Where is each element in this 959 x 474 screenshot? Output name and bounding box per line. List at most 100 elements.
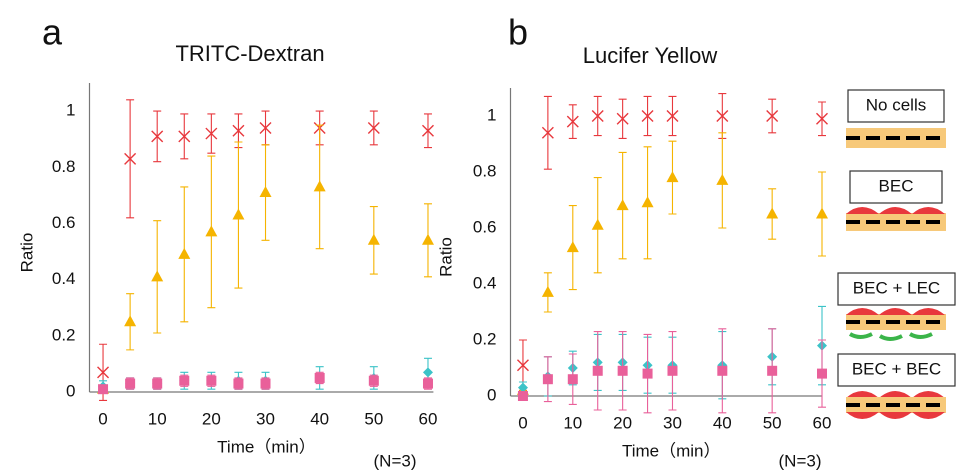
marker — [367, 233, 380, 245]
marker — [98, 384, 109, 395]
marker — [368, 375, 379, 386]
marker — [259, 121, 272, 134]
y-tick-label: 1 — [66, 101, 75, 120]
x-tick-label: 60 — [813, 413, 832, 432]
marker — [367, 121, 380, 134]
marker — [717, 365, 728, 376]
marker — [516, 359, 529, 372]
legend-box — [837, 353, 956, 387]
panel-label: a — [42, 12, 63, 53]
chart: b Lucifer Yellow Ratio Time（min） (N=3) 0 0.2 0.… — [436, 12, 831, 471]
marker — [667, 365, 678, 376]
marker — [260, 378, 271, 389]
marker — [232, 208, 245, 220]
marker — [567, 374, 578, 385]
x-tick-label: 50 — [364, 409, 383, 428]
y-tick-label: 0.6 — [52, 213, 76, 232]
marker — [817, 368, 827, 379]
panel-label: b — [508, 12, 528, 53]
marker — [616, 199, 629, 211]
legend-label: BEC — [879, 176, 914, 195]
marker — [206, 375, 217, 386]
x-tick-label: 20 — [613, 413, 632, 432]
marker — [421, 124, 434, 137]
marker — [766, 207, 779, 219]
x-tick-label: 30 — [256, 409, 275, 428]
marker — [517, 382, 528, 393]
legend-label: BEC + LEC — [853, 278, 940, 297]
marker — [591, 218, 604, 230]
y-tick-label: 0.2 — [473, 329, 497, 348]
y-tick-label: 0.6 — [473, 217, 497, 236]
y-tick-label: 0.2 — [52, 325, 76, 344]
marker — [179, 375, 190, 386]
legend-box — [849, 170, 943, 204]
y-axis-label: Ratio — [17, 233, 36, 273]
x-axis-label: Time（min） — [622, 441, 721, 460]
marker — [541, 126, 554, 139]
marker — [666, 110, 679, 122]
legend-box — [837, 272, 956, 306]
marker — [766, 110, 779, 122]
marker — [178, 247, 191, 259]
y-tick-label: 0 — [487, 385, 496, 404]
marker — [816, 207, 828, 219]
y-tick-label: 0.4 — [52, 269, 76, 288]
marker — [641, 110, 654, 122]
chart-title: Lucifer Yellow — [583, 43, 718, 68]
x-tick-label: 60 — [419, 409, 438, 428]
legend-label: No cells — [866, 95, 926, 114]
legend-box — [847, 89, 945, 123]
marker — [591, 110, 604, 122]
marker — [422, 367, 433, 378]
legend — [837, 89, 956, 419]
marker — [767, 365, 778, 376]
marker — [666, 171, 679, 183]
x-axis-label: Time（min） — [217, 437, 316, 456]
chart-title: TRITC-Dextran — [175, 41, 324, 66]
marker — [151, 270, 164, 282]
x-tick-label: 40 — [713, 413, 732, 432]
x-tick-label: 20 — [202, 409, 221, 428]
marker — [205, 127, 218, 140]
marker — [541, 285, 554, 297]
legend-icon — [846, 308, 946, 341]
x-tick-label: 50 — [763, 413, 782, 432]
marker — [517, 391, 528, 401]
marker — [125, 378, 136, 389]
legend-icon — [846, 128, 946, 148]
marker — [616, 112, 629, 125]
y-tick-label: 0 — [66, 381, 75, 400]
marker — [617, 365, 628, 376]
marker — [124, 315, 137, 327]
legend-icon — [846, 207, 946, 231]
marker — [97, 366, 110, 379]
marker — [542, 374, 553, 385]
marker — [592, 365, 603, 376]
chart: a TRITC-Dextran Ratio Time（min） (N=3) 0 0.2 0.4… — [17, 12, 437, 471]
y-tick-label: 1 — [487, 105, 496, 124]
marker — [151, 130, 164, 143]
marker — [716, 173, 729, 185]
marker — [566, 115, 579, 128]
x-tick-label: 10 — [563, 413, 582, 432]
marker — [178, 130, 191, 143]
legend-icon — [846, 391, 946, 419]
y-tick-label: 0.4 — [473, 273, 497, 292]
y-tick-label: 0.8 — [473, 161, 497, 180]
x-tick-label: 30 — [663, 413, 682, 432]
y-axis-label: Ratio — [436, 237, 455, 277]
x-tick-label: 40 — [310, 409, 329, 428]
marker — [259, 186, 272, 198]
marker — [313, 180, 326, 192]
legend-label: BEC + BEC — [852, 359, 941, 378]
marker — [232, 124, 245, 137]
marker — [566, 241, 579, 253]
marker — [641, 196, 654, 208]
marker — [421, 233, 434, 245]
marker — [422, 378, 433, 389]
marker — [642, 368, 653, 379]
x-tick-label: 0 — [518, 413, 527, 432]
marker — [233, 378, 244, 389]
